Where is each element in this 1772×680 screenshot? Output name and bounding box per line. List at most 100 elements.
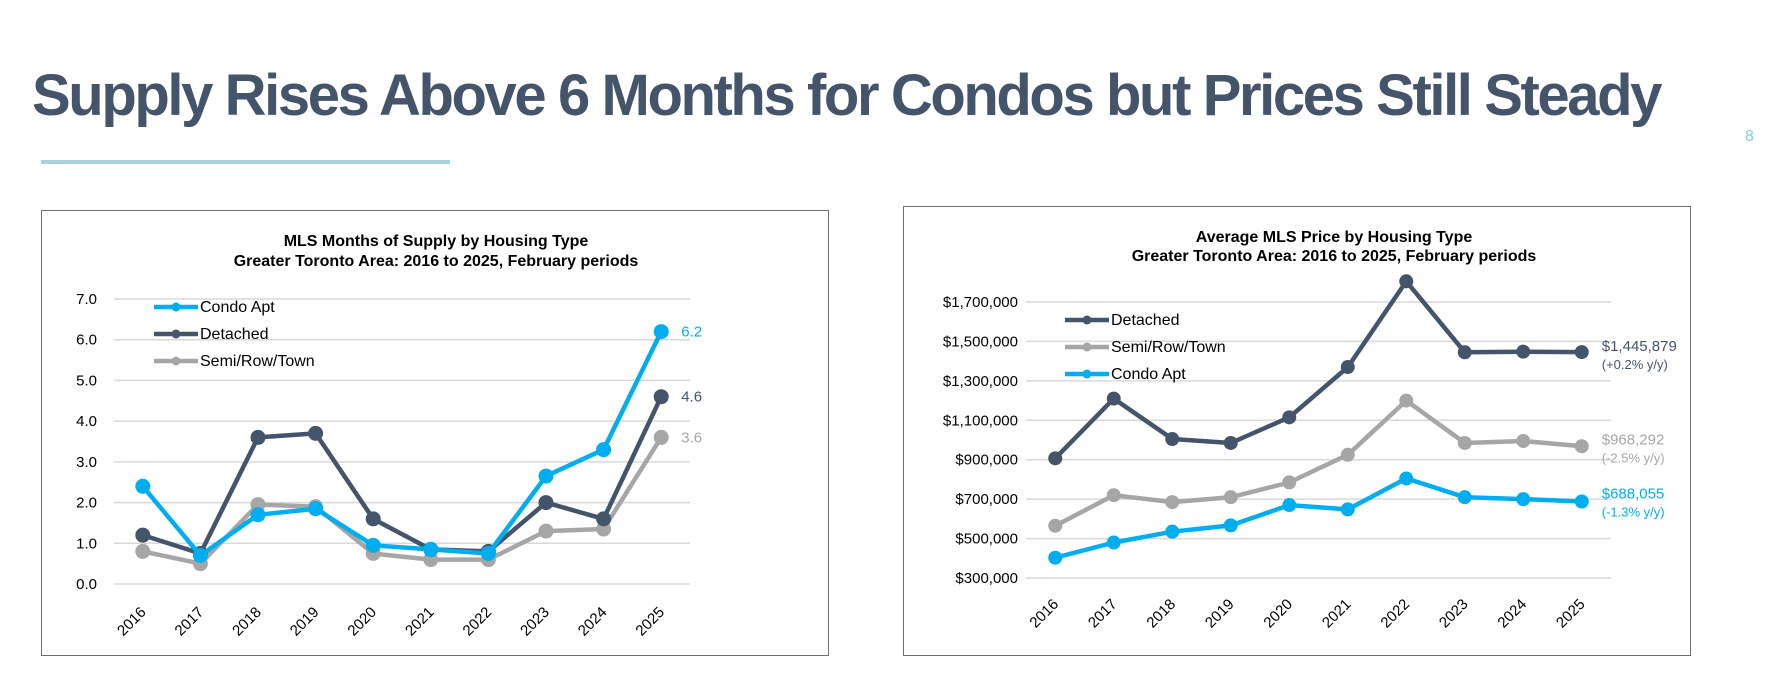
data-point bbox=[596, 511, 612, 527]
y-tick-label: 2.0 bbox=[76, 495, 97, 512]
data-point bbox=[1516, 433, 1531, 448]
x-tick-label: 2017 bbox=[172, 604, 208, 640]
y-tick-label: 0.0 bbox=[76, 576, 97, 593]
x-tick-label: 2018 bbox=[1143, 596, 1179, 632]
series-end-sublabel: (+0.2% y/y) bbox=[1602, 357, 1668, 372]
x-tick-label: 2021 bbox=[1319, 596, 1355, 632]
legend-label: Condo Apt bbox=[1111, 366, 1186, 383]
x-tick-label: 2017 bbox=[1085, 596, 1121, 632]
data-point bbox=[1574, 345, 1589, 360]
legend-label: Detached bbox=[200, 326, 269, 343]
title-underline bbox=[41, 160, 450, 164]
data-point bbox=[1165, 495, 1180, 510]
x-tick-label: 2025 bbox=[632, 604, 668, 640]
supply-chart: MLS Months of Supply by Housing Type Grea… bbox=[76, 233, 702, 640]
series-end-label: $688,055 bbox=[1602, 485, 1665, 502]
data-point bbox=[1574, 494, 1589, 509]
data-point bbox=[1282, 410, 1297, 425]
y-tick-label: $900,000 bbox=[955, 452, 1018, 469]
data-point bbox=[1106, 391, 1121, 406]
data-point bbox=[1223, 435, 1238, 450]
data-point bbox=[538, 468, 554, 484]
y-tick-label: $500,000 bbox=[955, 531, 1018, 548]
x-tick-label: 2016 bbox=[114, 604, 150, 640]
y-tick-label: 4.0 bbox=[76, 413, 97, 430]
x-tick-label: 2022 bbox=[1377, 596, 1413, 632]
data-point bbox=[596, 442, 612, 458]
data-point bbox=[1399, 393, 1414, 408]
data-point bbox=[1516, 344, 1531, 359]
data-point bbox=[1340, 447, 1355, 462]
x-tick-label: 2019 bbox=[287, 604, 323, 640]
data-point bbox=[135, 543, 151, 559]
series-end-label: $1,445,879 bbox=[1602, 338, 1677, 355]
price-chart: Average MLS Price by Housing Type Greater… bbox=[943, 229, 1677, 632]
series-end-sublabel: (-2.5% y/y) bbox=[1602, 450, 1665, 465]
data-point bbox=[365, 511, 381, 527]
x-tick-label: 2016 bbox=[1026, 596, 1062, 632]
y-tick-label: $1,100,000 bbox=[943, 412, 1018, 429]
data-point bbox=[653, 389, 669, 405]
x-tick-label: 2018 bbox=[229, 604, 265, 640]
data-point bbox=[538, 523, 554, 539]
y-tick-label: $1,300,000 bbox=[943, 373, 1018, 390]
series-end-sublabel: (-1.3% y/y) bbox=[1602, 504, 1665, 519]
series-line bbox=[1053, 476, 1585, 560]
legend-marker bbox=[1082, 342, 1092, 352]
legend-label: Semi/Row/Town bbox=[1111, 339, 1226, 356]
legend-label: Condo Apt bbox=[200, 299, 275, 316]
supply-chart-panel: MLS Months of Supply by Housing Type Grea… bbox=[41, 210, 829, 656]
data-point bbox=[1340, 360, 1355, 375]
y-tick-label: 1.0 bbox=[76, 535, 97, 552]
series-line bbox=[140, 329, 664, 558]
series-end-label: 3.6 bbox=[681, 429, 702, 446]
data-point bbox=[1048, 518, 1063, 533]
series-end-label: 6.2 bbox=[681, 324, 702, 341]
data-point bbox=[1516, 492, 1531, 507]
data-point bbox=[538, 495, 554, 511]
data-point bbox=[1106, 488, 1121, 503]
legend-marker bbox=[171, 302, 181, 312]
y-tick-label: 6.0 bbox=[76, 332, 97, 349]
y-tick-label: $1,700,000 bbox=[943, 294, 1018, 311]
data-point bbox=[250, 507, 266, 523]
y-tick-label: 3.0 bbox=[76, 454, 97, 471]
y-tick-label: $700,000 bbox=[955, 491, 1018, 508]
data-point bbox=[1457, 490, 1472, 505]
data-point bbox=[135, 527, 151, 543]
series-line bbox=[1053, 279, 1585, 461]
legend-label: Semi/Row/Town bbox=[200, 353, 315, 370]
slide-number: 8 bbox=[1745, 128, 1754, 145]
data-point bbox=[1223, 490, 1238, 505]
data-point bbox=[1165, 524, 1180, 539]
data-point bbox=[1048, 550, 1063, 565]
x-tick-label: 2025 bbox=[1553, 596, 1589, 632]
data-point bbox=[1399, 471, 1414, 486]
data-point bbox=[308, 425, 324, 441]
data-point bbox=[1399, 274, 1414, 289]
legend-marker bbox=[1082, 315, 1092, 325]
data-point bbox=[653, 324, 669, 340]
data-point bbox=[653, 429, 669, 445]
x-tick-label: 2024 bbox=[575, 604, 611, 640]
x-tick-label: 2019 bbox=[1202, 596, 1238, 632]
x-tick-label: 2021 bbox=[402, 604, 438, 640]
data-point bbox=[250, 429, 266, 445]
data-point bbox=[1048, 451, 1063, 466]
chart-title-line: Average MLS Price by Housing Type bbox=[1196, 229, 1473, 246]
data-point bbox=[192, 548, 208, 563]
data-point bbox=[1106, 535, 1121, 550]
y-tick-label: $1,500,000 bbox=[943, 333, 1018, 350]
data-point bbox=[480, 545, 496, 561]
data-point bbox=[1282, 475, 1297, 490]
price-chart-panel: Average MLS Price by Housing Type Greater… bbox=[903, 206, 1691, 656]
series-line bbox=[1053, 398, 1585, 529]
x-tick-label: 2023 bbox=[517, 604, 553, 640]
data-point bbox=[1340, 502, 1355, 517]
data-point bbox=[135, 478, 151, 494]
series-end-label: 4.6 bbox=[681, 389, 702, 406]
data-point bbox=[1574, 439, 1589, 454]
data-point bbox=[1223, 518, 1238, 533]
chart-title-line: MLS Months of Supply by Housing Type bbox=[284, 233, 589, 250]
x-tick-label: 2022 bbox=[460, 604, 496, 640]
